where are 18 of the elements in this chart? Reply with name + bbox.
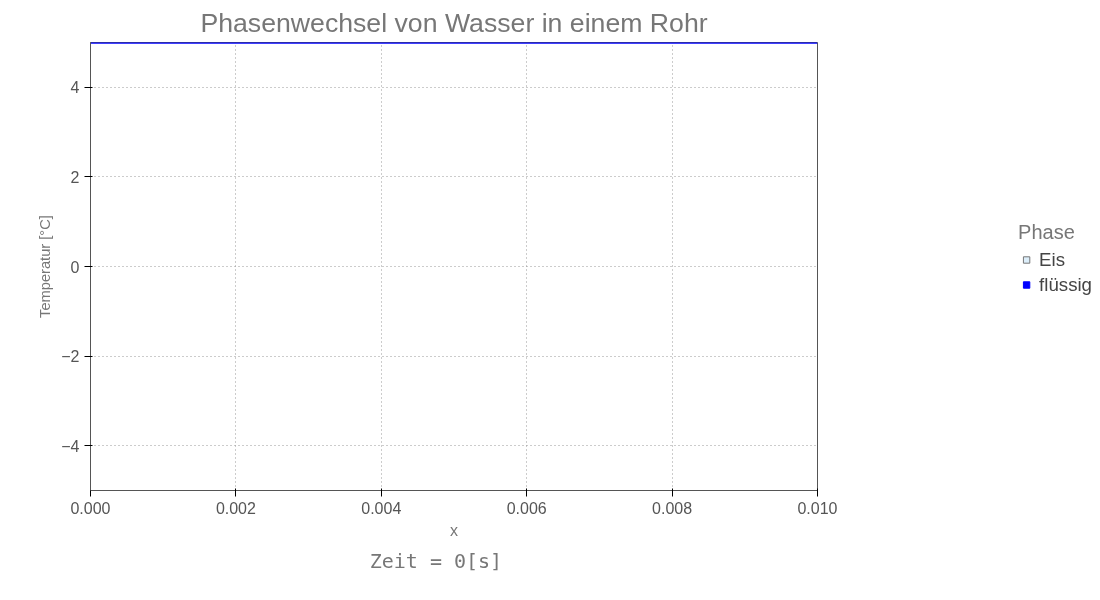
text: Zeit = 0[s] <box>369 548 503 573</box>
y-tick-label: −4 <box>61 437 80 455</box>
x-tick-label: 0.010 <box>797 499 838 517</box>
x-tick-label: 0.004 <box>361 499 402 517</box>
y-tick-label: 2 <box>70 168 80 186</box>
chart-title: Phasenwechsel von Wasser in einem Rohr <box>200 7 708 38</box>
y-tick-label: 0 <box>70 258 80 276</box>
x-tick-label: 0.002 <box>215 499 257 517</box>
y-tick-label: 4 <box>70 79 80 97</box>
y-tick-label: −2 <box>61 348 80 366</box>
legend-title: Phase <box>1018 220 1076 243</box>
legend-label: Eis <box>1039 248 1066 270</box>
legend-label: flüssig <box>1039 273 1092 295</box>
y-axis-title: Temperatur [°C] <box>37 215 54 318</box>
x-tick-label: 0.008 <box>652 499 693 517</box>
x-tick-label: 0.000 <box>70 499 111 517</box>
x-axis-title: x <box>450 521 458 539</box>
x-tick-label: 0.006 <box>506 499 547 517</box>
